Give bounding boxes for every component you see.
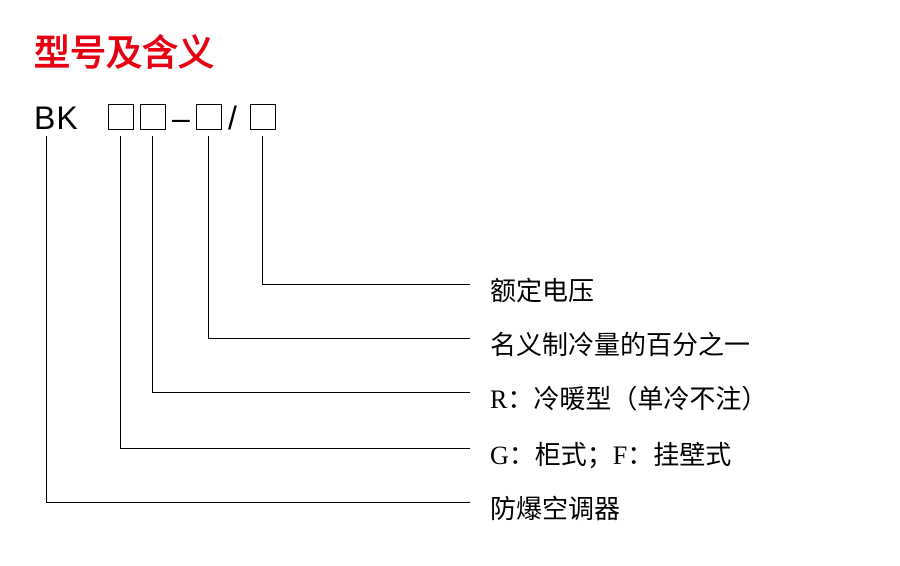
model-slash: / [228, 100, 237, 137]
model-box-3 [196, 104, 222, 130]
label-1: 名义制冷量的百分之一 [490, 325, 750, 362]
label-0: 额定电压 [490, 271, 594, 308]
model-box-2 [140, 104, 166, 130]
label-3: G：柜式；F：挂壁式 [490, 435, 731, 472]
diagram-title: 型号及含义 [34, 24, 214, 76]
model-prefix: BK [34, 100, 79, 137]
model-box-4 [250, 104, 276, 130]
label-2: R：冷暖型（单冷不注） [490, 379, 767, 416]
vline-3 [208, 136, 209, 338]
vline-0 [46, 136, 47, 502]
hline-3 [208, 338, 470, 339]
vline-4 [262, 136, 263, 284]
model-box-1 [108, 104, 134, 130]
model-dash: – [172, 100, 190, 137]
hline-4 [262, 284, 470, 285]
hline-2 [152, 392, 470, 393]
label-4: 防爆空调器 [490, 489, 620, 526]
hline-1 [120, 448, 470, 449]
vline-1 [120, 136, 121, 448]
vline-2 [152, 136, 153, 392]
hline-0 [46, 502, 470, 503]
